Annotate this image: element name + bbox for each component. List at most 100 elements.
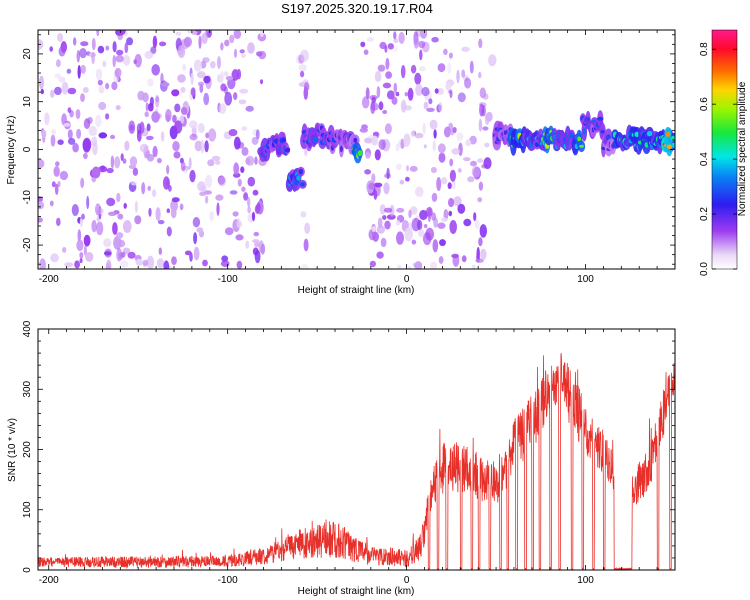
spectrogram-noise-blob (214, 160, 221, 165)
spectrogram-noise-blob (410, 130, 416, 138)
spectrogram-noise-blob (448, 52, 453, 59)
spectrogram-noise-blob (203, 75, 211, 84)
spectrogram-noise-blob (193, 246, 200, 261)
spectrogram-noise-blob (224, 86, 228, 95)
spectrogram-noise-blob (96, 221, 104, 236)
spectrogram-noise-blob (146, 123, 151, 132)
spectrogram-noise-blob (157, 220, 165, 225)
spectrogram-noise-blob (436, 87, 445, 96)
snr-panel: -200 -100 0 100 0 100 200 300 400 Height of str… (7, 320, 676, 597)
spectrogram-noise-blob (396, 231, 404, 245)
spectrogram-noise-blob (200, 139, 205, 154)
spectrogram-noise-blob (387, 43, 394, 50)
spectrogram-noise-blob (374, 70, 382, 83)
spectrogram-noise-blob (254, 250, 261, 264)
spectrogram-noise-blob (91, 38, 96, 51)
spectrogram-noise-blob (374, 149, 381, 161)
spectrogram-noise-blob (166, 164, 170, 175)
spectrogram-noise-blob (124, 140, 130, 151)
spectrogram-noise-blob (50, 134, 56, 147)
spectrogram-noise-blob (478, 118, 483, 132)
spectrogram-noise-blob (187, 30, 193, 34)
spectrogram-noise-blob (112, 54, 116, 68)
spectrogram-noise-blob (488, 54, 497, 67)
spectrogram-noise-blob (233, 162, 240, 175)
spectrogram-noise-blob (247, 42, 255, 54)
spectrogram-noise-blob (120, 153, 124, 162)
spectrogram-noise-blob (73, 37, 77, 46)
spectrogram-noise-blob (386, 90, 395, 100)
spectrogram-noise-blob (145, 102, 149, 112)
spectrogram-noise-blob (98, 85, 105, 94)
spectrogram-noise-blob (393, 38, 399, 44)
x-tick-label: 100 (577, 274, 594, 285)
spectrogram-noise-blob (239, 88, 249, 94)
spectrogram-signal-core (298, 168, 304, 175)
spectrogram-noise-blob (448, 197, 455, 208)
spectrogram-noise-blob (406, 165, 409, 172)
spectrogram-noise-blob (400, 138, 405, 150)
spectrogram-noise-blob (209, 60, 216, 69)
spectrogram-noise-blob (115, 105, 121, 111)
colorbar-tick-label: 0.6 (699, 97, 710, 111)
spectrogram-noise-blob (148, 207, 152, 217)
spectrogram-noise-blob (254, 156, 258, 165)
spectrogram-noise-blob (83, 152, 88, 159)
spectrogram-signal-core (597, 116, 604, 121)
spectrogram-noise-blob (395, 219, 401, 226)
spectrogram-noise-blob (224, 39, 230, 47)
spectrogram-noise-blob (155, 96, 159, 103)
spectrogram-noise-blob (152, 145, 158, 158)
y-tick-label: 10 (22, 96, 33, 108)
spectrogram-noise-blob (449, 158, 454, 167)
spectrogram-noise-blob (372, 131, 379, 137)
spectrogram-noise-blob (471, 264, 476, 269)
spectrogram-y-axis: -20 -10 0 10 20 (22, 34, 675, 265)
spectrogram-noise-blob (452, 127, 457, 134)
spectrogram-noise-blob (121, 251, 126, 258)
spectrogram-noise-blob (91, 219, 97, 233)
spectrogram-noise-blob (182, 63, 187, 71)
spectrogram-noise-blob (373, 189, 378, 200)
spectrogram-noise-blob (111, 81, 118, 91)
spectrogram-noise-blob (114, 156, 121, 169)
spectrogram-noise-blob (76, 239, 84, 252)
spectrogram-noise-blob (410, 64, 417, 74)
y-tick-label: 200 (22, 441, 33, 458)
spectrogram-noise-blob (79, 252, 84, 259)
spectrogram-noise-blob (69, 110, 74, 118)
spectrogram-noise-blob (232, 211, 239, 217)
spectrogram-noise-blob (300, 211, 307, 218)
spectrogram-noise-blob (79, 258, 83, 264)
colorbar: 0.0 0.2 0.4 0.6 0.8 Normalized spectral ampl… (699, 29, 748, 276)
spectrogram-noise-blob (189, 169, 196, 183)
spectrogram-noise-blob (135, 258, 143, 266)
spectrogram-noise-blob (260, 243, 266, 255)
spectrogram-noise-blob (53, 166, 60, 177)
spectrogram-noise-blob (300, 263, 309, 269)
spectrogram-noise-blob (260, 79, 263, 85)
spectrogram-noise-blob (160, 131, 165, 142)
spectrogram-noise-blob (158, 247, 162, 255)
spectrogram-noise-blob (229, 190, 238, 195)
spectrogram-noise-blob (382, 82, 392, 89)
spectrogram-noise-blob (110, 134, 116, 140)
spectrogram-noise-blob (418, 229, 425, 238)
spectrogram-noise-blob (95, 203, 101, 216)
spectrogram-noise-blob (110, 155, 115, 169)
spectrogram-noise-blob (115, 54, 124, 63)
spectrogram-noise-blob (61, 247, 67, 253)
spectrogram-noise-blob (456, 69, 460, 84)
spectrogram-noise-blob (414, 261, 423, 269)
spectrogram-noise-blob (97, 79, 103, 86)
spectrogram-noise-blob (371, 226, 377, 232)
spectrogram-noise-blob (396, 207, 405, 213)
spectrogram-noise-blob (151, 64, 160, 76)
spectrogram-noise-blob (439, 239, 446, 247)
spectrogram-noise-blob (132, 167, 139, 176)
spectrogram-noise-blob (217, 74, 223, 83)
spectrogram-noise-blob (162, 176, 170, 190)
spectrogram-noise-blob (39, 258, 46, 269)
spectrogram-noise-blob (382, 215, 387, 220)
spectrogram-noise-blob (192, 217, 201, 228)
